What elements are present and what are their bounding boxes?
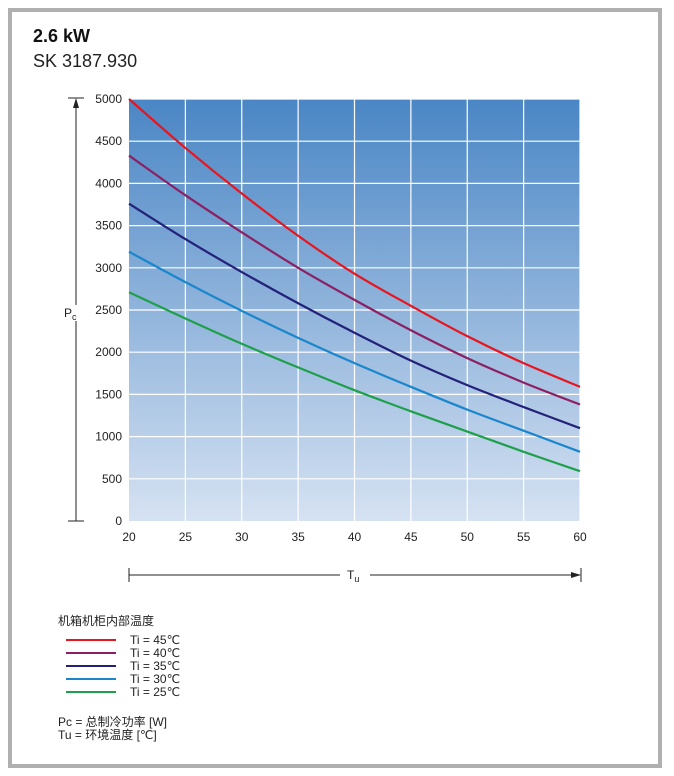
- y-tick-label: 4000: [95, 176, 122, 190]
- y-tick-label: 2500: [95, 303, 122, 317]
- chart-title: 2.6 kW: [33, 26, 91, 46]
- y-tick-label: 3000: [95, 261, 122, 275]
- legend-item: Ti = 25℃: [58, 684, 181, 699]
- y-axis-arrowhead: [73, 98, 79, 108]
- legend-heading: 机箱机柜内部温度: [58, 614, 155, 628]
- legend-label: Ti = 45℃: [130, 632, 181, 647]
- x-label-bg: [340, 566, 370, 582]
- legend-swatch: [66, 638, 116, 641]
- legend-item: Ti = 40℃: [58, 645, 181, 660]
- y-tick-label: 500: [102, 472, 122, 486]
- x-tick-label: 40: [348, 530, 362, 544]
- legend-label: Ti = 25℃: [130, 684, 181, 699]
- y-tick-label: 3500: [95, 219, 122, 233]
- x-tick-label: 35: [291, 530, 305, 544]
- y-tick-label: 0: [115, 514, 122, 528]
- note-tu: Tu = 环境温度 [℃]: [58, 728, 157, 742]
- x-tick-label: 30: [235, 530, 249, 544]
- x-axis-label: Tu: [347, 568, 359, 584]
- series-line: [128, 250, 581, 453]
- legend-swatch: [66, 664, 116, 667]
- x-tick-label: 20: [122, 530, 136, 544]
- y-tick-label: 5000: [95, 92, 122, 106]
- series-line: [128, 291, 581, 473]
- x-tick-label: 60: [573, 530, 587, 544]
- y-label-bg: [62, 305, 90, 321]
- legend-label: Ti = 35℃: [130, 658, 181, 673]
- legend: 机箱机柜内部温度 Ti = 45℃ Ti = 40℃ Ti = 35℃ Ti = 30…: [58, 612, 181, 699]
- model-number: SK 3187.930: [33, 51, 138, 71]
- series-line: [128, 98, 581, 388]
- performance-chart: 0 500 1000 1500 2000 2500 3000 3500 4000 4500 5000…: [62, 92, 587, 584]
- chart-frame: [8, 8, 662, 768]
- y-tick-label: 2000: [95, 345, 122, 359]
- legend-item: Ti = 45℃: [58, 632, 181, 647]
- x-tick-label: 50: [461, 530, 475, 544]
- y-tick-label: 1500: [95, 387, 122, 401]
- legend-item: Ti = 35℃: [58, 658, 181, 673]
- y-axis-label: Pc: [64, 306, 77, 322]
- legend-item: Ti = 30℃: [58, 671, 181, 686]
- legend-swatch: [66, 651, 116, 654]
- notes: Pc = 总制冷功率 [W] Tu = 环境温度 [℃]: [58, 716, 167, 742]
- note-pc: Pc = 总制冷功率 [W]: [58, 715, 168, 729]
- y-tick-label: 1000: [95, 430, 122, 444]
- x-tick-label: 55: [517, 530, 531, 544]
- series-line: [128, 154, 581, 406]
- legend-label: Ti = 40℃: [130, 645, 181, 660]
- legend-swatch: [66, 677, 116, 680]
- y-tick-label: 4500: [95, 134, 122, 148]
- x-tick-label: 25: [179, 530, 193, 544]
- series-line: [128, 202, 581, 430]
- x-axis-arrowhead: [571, 572, 581, 578]
- legend-swatch: [66, 690, 116, 693]
- legend-label: Ti = 30℃: [130, 671, 181, 686]
- x-tick-label: 45: [404, 530, 418, 544]
